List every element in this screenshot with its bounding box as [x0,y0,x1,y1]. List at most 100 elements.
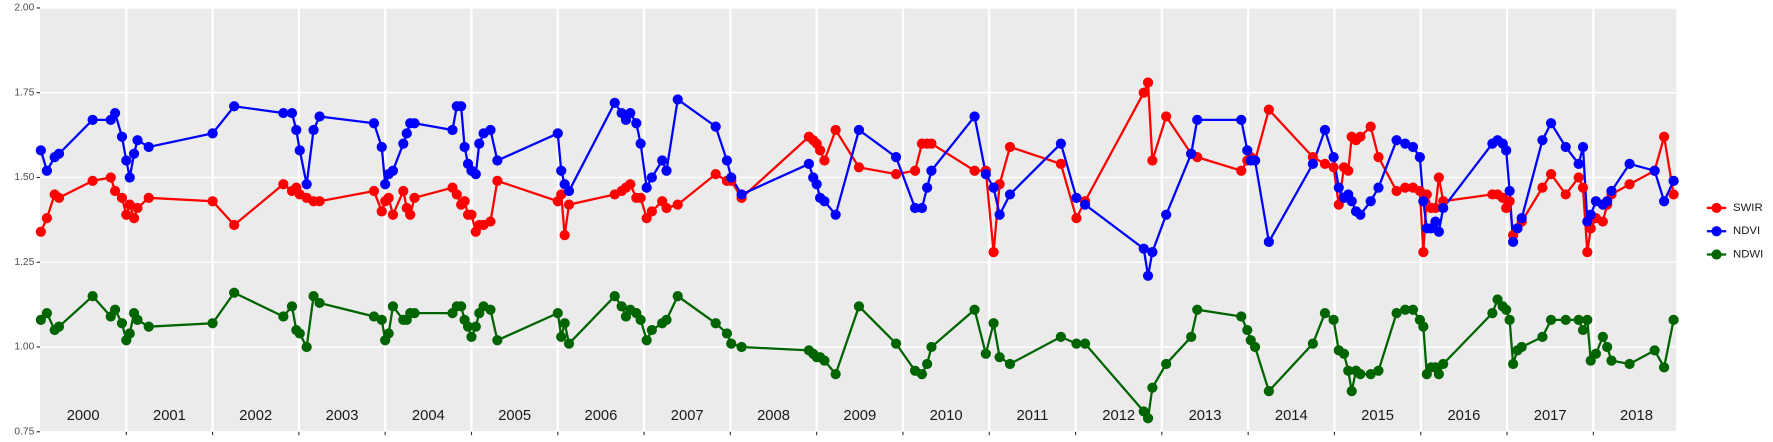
point [1055,158,1067,170]
point [1236,311,1247,322]
point [376,314,387,325]
point [1668,175,1679,186]
point [207,196,218,207]
point [229,287,240,298]
point [559,230,570,241]
point [1004,189,1016,200]
point [116,131,128,142]
series-line [39,82,1675,253]
point [121,155,132,166]
y-tick-label: 2.00 [14,3,34,14]
point [1507,358,1519,370]
point [1249,341,1261,353]
point [625,107,636,119]
point [853,124,865,136]
point [641,182,652,193]
point [1071,338,1082,349]
point [710,318,721,329]
point [1430,216,1441,227]
point [485,304,496,315]
point [1365,369,1376,380]
point [1055,138,1067,149]
point [376,141,387,153]
year-label: 2008 [757,408,790,424]
point [1418,196,1429,207]
point [661,202,672,214]
point [459,141,470,153]
point [916,369,928,380]
point [1504,185,1515,197]
point [1004,358,1016,370]
point [1071,213,1082,224]
point [563,338,575,349]
point [53,148,65,159]
point [646,206,657,217]
point [1161,111,1172,122]
point [1582,314,1593,325]
point [1504,196,1515,207]
point [409,118,420,129]
point [87,175,98,186]
point [368,118,380,129]
point [609,291,620,302]
point [890,152,902,163]
year-label: 2002 [239,408,272,424]
point [1263,385,1274,397]
point [853,301,865,312]
point [890,168,902,180]
point [1355,369,1366,380]
point [556,165,567,176]
point [207,318,218,329]
point [1142,77,1154,88]
point [631,118,642,129]
point [969,165,980,176]
point [830,209,841,220]
point [563,199,575,210]
point [1263,236,1274,248]
year-label: 2015 [1361,408,1394,424]
point [1573,172,1584,183]
point [1346,196,1357,207]
point [1430,202,1441,214]
point [383,192,394,203]
point [368,185,380,197]
point [980,348,991,359]
point [661,165,672,176]
point [466,331,477,342]
point [1606,185,1617,197]
year-label: 2012 [1102,408,1135,424]
series-line [39,97,1675,277]
point [387,209,399,220]
point [401,128,412,139]
point [672,291,683,302]
point [229,101,240,112]
point [492,155,503,166]
point [1512,223,1523,234]
y-tick-label: 1.75 [14,87,34,98]
point [35,226,46,237]
point [1142,270,1154,281]
point [1516,341,1527,353]
point [87,114,98,125]
point [291,124,302,136]
point [485,124,496,136]
point [41,307,53,319]
point [1433,369,1444,380]
point [556,189,567,200]
point [447,124,458,136]
point [492,335,503,346]
point [1328,152,1339,163]
point [132,135,143,146]
point [726,172,737,183]
point [1658,196,1670,207]
point [1055,331,1067,342]
year-label: 2006 [584,408,617,424]
point [657,155,668,166]
point [1391,185,1402,197]
y-tick-label: 1.25 [14,257,34,268]
point [646,324,657,336]
point [819,196,830,207]
point [1328,314,1339,325]
point [1606,355,1617,366]
